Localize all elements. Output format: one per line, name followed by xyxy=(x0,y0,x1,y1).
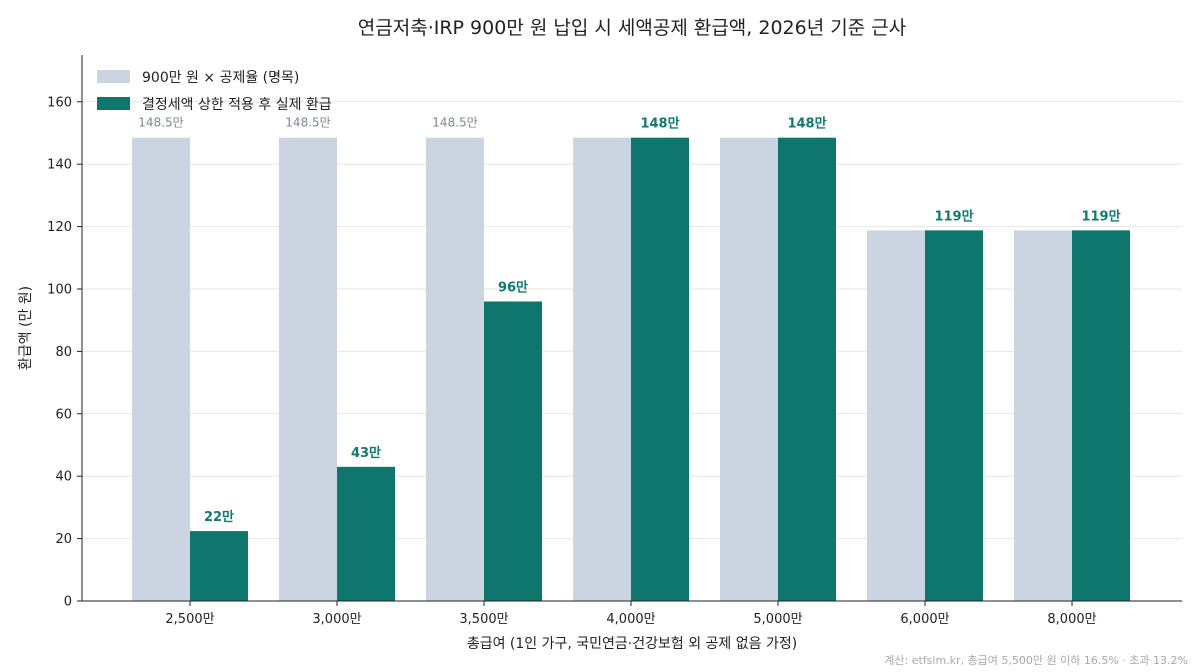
chart-title: 연금저축·IRP 900만 원 납입 시 세액공제 환급액, 2026년 기준 … xyxy=(358,17,906,39)
y-tick-label: 60 xyxy=(55,407,72,422)
y-tick-label: 20 xyxy=(55,532,72,547)
x-tick-label: 4,000만 xyxy=(606,612,655,627)
bar-nominal xyxy=(573,137,631,601)
y-tick-label: 160 xyxy=(47,95,72,110)
data-label-actual: 43만 xyxy=(351,445,381,461)
bar-actual xyxy=(778,137,836,601)
y-tick-label: 100 xyxy=(47,283,72,298)
data-label-actual: 148만 xyxy=(640,116,679,132)
source-note: 계산: etfsim.kr, 총급여 5,500만 원 이하 16.5% · 초… xyxy=(884,653,1188,667)
bar-actual xyxy=(631,137,689,601)
data-label-nominal: 148.5만 xyxy=(138,116,183,130)
data-label-actual: 22만 xyxy=(204,509,234,525)
bar-nominal xyxy=(867,230,925,601)
legend: 900만 원 × 공제율 (명목) 결정세액 상한 적용 후 실제 환급 xyxy=(97,70,332,113)
y-tick-label: 140 xyxy=(47,158,72,173)
bar-actual xyxy=(1072,230,1130,601)
bar-actual xyxy=(337,466,395,601)
bar-nominal xyxy=(279,137,337,601)
x-tick-label: 5,000만 xyxy=(753,612,802,627)
legend-swatch-nominal xyxy=(97,70,130,83)
y-tick-label: 0 xyxy=(64,595,72,610)
x-tick-label: 6,000만 xyxy=(900,612,949,627)
x-tick-label: 3,000만 xyxy=(312,612,361,627)
legend-label-actual: 결정세액 상한 적용 후 실제 환급 xyxy=(142,97,332,113)
y-axis-label: 환급액 (만 원) xyxy=(18,286,34,370)
x-ticks: 2,500만 3,000만 3,500만 4,000만 5,000만 6,000만 8,00… xyxy=(165,601,1097,627)
y-tick-label: 40 xyxy=(55,470,72,485)
x-axis-label: 총급여 (1인 가구, 국민연금·건강보험 외 공제 없음 가정) xyxy=(467,636,797,652)
bar-labels-layer: 148.5만 22만 148.5만 43만 148.5만 96만 148만 148만 119만 1… xyxy=(138,116,1120,525)
bar-actual xyxy=(484,301,542,601)
bar-actual xyxy=(925,230,983,601)
legend-label-nominal: 900만 원 × 공제율 (명목) xyxy=(142,70,299,86)
bar-nominal xyxy=(132,137,190,601)
y-ticks: 0 20 40 60 80 100 120 140 160 xyxy=(47,95,82,610)
bar-actual xyxy=(190,531,248,601)
x-tick-label: 2,500만 xyxy=(165,612,214,627)
data-label-actual: 119만 xyxy=(1081,208,1120,224)
data-label-actual: 148만 xyxy=(787,116,826,132)
legend-swatch-actual xyxy=(97,97,130,110)
data-label-actual: 119만 xyxy=(934,208,973,224)
x-tick-label: 8,000만 xyxy=(1047,612,1096,627)
data-label-nominal: 148.5만 xyxy=(432,116,477,130)
x-tick-label: 3,500만 xyxy=(459,612,508,627)
bar-nominal xyxy=(426,137,484,601)
y-tick-label: 80 xyxy=(55,345,72,360)
y-tick-label: 120 xyxy=(47,220,72,235)
bars-layer xyxy=(132,137,1130,601)
data-label-nominal: 148.5만 xyxy=(285,116,330,130)
bar-nominal xyxy=(1014,230,1072,601)
bar-nominal xyxy=(720,137,778,601)
data-label-actual: 96만 xyxy=(498,279,528,295)
